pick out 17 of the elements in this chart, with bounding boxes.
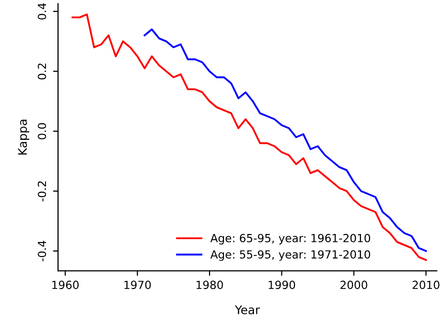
x-tick-label: 1990 [268,280,296,290]
y-tick-label: -0.2 [38,181,46,202]
line-series [72,13,427,261]
legend-label: Age: 65-95, year: 1961-2010 [210,234,370,244]
y-axis-title: Kappa [18,120,30,155]
x-tick-label: 2010 [412,280,440,290]
y-tick-label: 0.0 [38,123,46,140]
x-tick-label: 1970 [124,280,151,290]
x-tick-label: 1980 [196,280,223,290]
y-tick-label: 0.2 [38,64,46,80]
y-tick-label: 0.4 [38,3,46,20]
x-tick-label: 2000 [340,280,368,290]
x-tick-label: 1960 [52,280,79,290]
y-tick-label: -0.4 [38,240,46,262]
legend-label: Age: 55-95, year: 1971-2010 [210,250,370,261]
line-series [144,28,427,252]
x-axis-title: Year [234,305,260,314]
